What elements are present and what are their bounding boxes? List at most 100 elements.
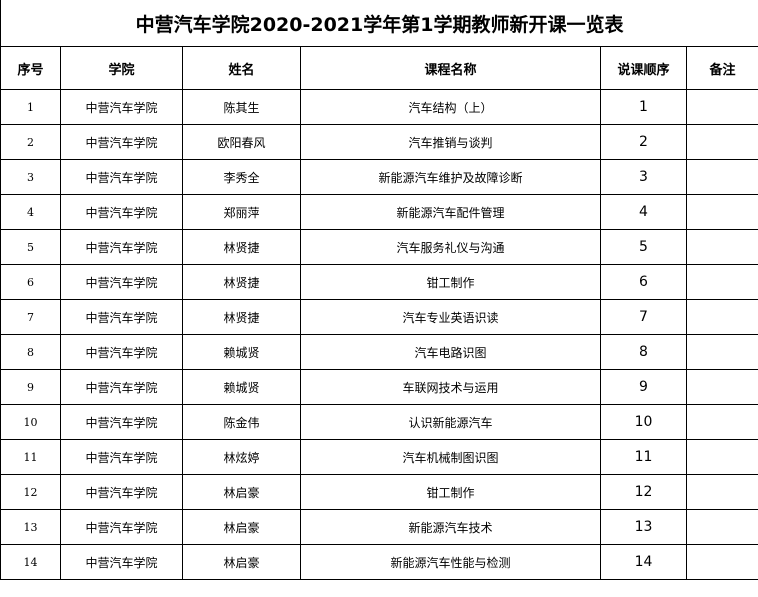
cell-course[interactable]: 汽车机械制图识图 [300, 439, 601, 475]
cell-no[interactable]: 10 [0, 404, 61, 440]
cell-course[interactable]: 新能源汽车性能与检测 [300, 544, 601, 580]
cell-order[interactable]: 7 [600, 299, 687, 335]
cell-name[interactable]: 林启豪 [182, 509, 301, 545]
cell-college[interactable]: 中营汽车学院 [60, 509, 183, 545]
cell-remark[interactable] [685, 439, 758, 475]
cell-name[interactable]: 欧阳春风 [182, 124, 301, 160]
cell-course[interactable]: 钳工制作 [300, 264, 601, 300]
cell-name[interactable]: 林贤捷 [182, 229, 301, 265]
cell-no[interactable]: 1 [0, 89, 61, 125]
cell-course[interactable]: 汽车专业英语识读 [300, 299, 601, 335]
cell-no[interactable]: 13 [0, 509, 61, 545]
cell-no[interactable]: 3 [0, 159, 61, 195]
cell-name[interactable]: 陈其生 [182, 89, 301, 125]
table-row: 9 中营汽车学院 赖城贤 车联网技术与运用 9 [0, 369, 758, 405]
course-table: 中营汽车学院2020-2021学年第1学期教师新开课一览表 序号 学院 姓名 课… [0, 0, 758, 580]
cell-name[interactable]: 林贤捷 [182, 299, 301, 335]
cell-college[interactable]: 中营汽车学院 [60, 229, 183, 265]
table-row: 13 中营汽车学院 林启豪 新能源汽车技术 13 [0, 509, 758, 545]
cell-college[interactable]: 中营汽车学院 [60, 159, 183, 195]
cell-remark[interactable] [685, 334, 758, 370]
cell-no[interactable]: 6 [0, 264, 61, 300]
cell-order[interactable]: 10 [600, 404, 687, 440]
cell-college[interactable]: 中营汽车学院 [60, 369, 183, 405]
cell-course[interactable]: 钳工制作 [300, 474, 601, 510]
cell-no[interactable]: 14 [0, 544, 61, 580]
cell-college[interactable]: 中营汽车学院 [60, 474, 183, 510]
cell-name[interactable]: 郑丽萍 [182, 194, 301, 230]
cell-no[interactable]: 12 [0, 474, 61, 510]
table-row: 7 中营汽车学院 林贤捷 汽车专业英语识读 7 [0, 299, 758, 335]
cell-name[interactable]: 林炫婷 [182, 439, 301, 475]
table-row: 5 中营汽车学院 林贤捷 汽车服务礼仪与沟通 5 [0, 229, 758, 265]
header-course: 课程名称 [300, 46, 601, 90]
table-row: 2 中营汽车学院 欧阳春风 汽车推销与谈判 2 [0, 124, 758, 160]
cell-order[interactable]: 5 [600, 229, 687, 265]
cell-remark[interactable] [685, 229, 758, 265]
cell-order[interactable]: 1 [600, 89, 687, 125]
cell-name[interactable]: 林启豪 [182, 544, 301, 580]
cell-name[interactable]: 陈金伟 [182, 404, 301, 440]
cell-order[interactable]: 14 [600, 544, 687, 580]
cell-remark[interactable] [685, 369, 758, 405]
cell-course[interactable]: 汽车结构（上） [300, 89, 601, 125]
cell-college[interactable]: 中营汽车学院 [60, 334, 183, 370]
cell-remark[interactable] [685, 124, 758, 160]
cell-course[interactable]: 认识新能源汽车 [300, 404, 601, 440]
cell-no[interactable]: 4 [0, 194, 61, 230]
cell-remark[interactable] [685, 194, 758, 230]
header-no: 序号 [0, 46, 61, 90]
cell-remark[interactable] [685, 544, 758, 580]
table-row: 6 中营汽车学院 林贤捷 钳工制作 6 [0, 264, 758, 300]
cell-order[interactable]: 12 [600, 474, 687, 510]
cell-remark[interactable] [685, 404, 758, 440]
cell-order[interactable]: 3 [600, 159, 687, 195]
cell-remark[interactable] [685, 89, 758, 125]
cell-remark[interactable] [685, 509, 758, 545]
cell-order[interactable]: 9 [600, 369, 687, 405]
cell-course[interactable]: 新能源汽车维护及故障诊断 [300, 159, 601, 195]
cell-order[interactable]: 6 [600, 264, 687, 300]
cell-remark[interactable] [685, 264, 758, 300]
cell-name[interactable]: 李秀全 [182, 159, 301, 195]
header-order: 说课顺序 [600, 46, 687, 90]
header-name: 姓名 [182, 46, 301, 90]
cell-order[interactable]: 11 [600, 439, 687, 475]
cell-course[interactable]: 汽车服务礼仪与沟通 [300, 229, 601, 265]
cell-college[interactable]: 中营汽车学院 [60, 404, 183, 440]
cell-no[interactable]: 11 [0, 439, 61, 475]
cell-college[interactable]: 中营汽车学院 [60, 439, 183, 475]
cell-college[interactable]: 中营汽车学院 [60, 124, 183, 160]
cell-college[interactable]: 中营汽车学院 [60, 544, 183, 580]
table-row: 1 中营汽车学院 陈其生 汽车结构（上） 1 [0, 89, 758, 125]
cell-name[interactable]: 林启豪 [182, 474, 301, 510]
cell-college[interactable]: 中营汽车学院 [60, 299, 183, 335]
cell-no[interactable]: 9 [0, 369, 61, 405]
cell-no[interactable]: 5 [0, 229, 61, 265]
cell-college[interactable]: 中营汽车学院 [60, 264, 183, 300]
cell-order[interactable]: 2 [600, 124, 687, 160]
cell-name[interactable]: 赖城贤 [182, 334, 301, 370]
cell-order[interactable]: 8 [600, 334, 687, 370]
cell-remark[interactable] [685, 159, 758, 195]
table-row: 8 中营汽车学院 赖城贤 汽车电路识图 8 [0, 334, 758, 370]
cell-name[interactable]: 赖城贤 [182, 369, 301, 405]
cell-name[interactable]: 林贤捷 [182, 264, 301, 300]
cell-course[interactable]: 汽车电路识图 [300, 334, 601, 370]
cell-order[interactable]: 4 [600, 194, 687, 230]
cell-remark[interactable] [685, 299, 758, 335]
header-remark: 备注 [685, 46, 758, 90]
cell-no[interactable]: 7 [0, 299, 61, 335]
header-college: 学院 [60, 46, 183, 90]
cell-course[interactable]: 车联网技术与运用 [300, 369, 601, 405]
cell-course[interactable]: 新能源汽车配件管理 [300, 194, 601, 230]
cell-course[interactable]: 汽车推销与谈判 [300, 124, 601, 160]
table-row: 14 中营汽车学院 林启豪 新能源汽车性能与检测 14 [0, 544, 758, 580]
cell-no[interactable]: 2 [0, 124, 61, 160]
cell-remark[interactable] [685, 474, 758, 510]
cell-order[interactable]: 13 [600, 509, 687, 545]
cell-no[interactable]: 8 [0, 334, 61, 370]
cell-college[interactable]: 中营汽车学院 [60, 194, 183, 230]
cell-college[interactable]: 中营汽车学院 [60, 89, 183, 125]
cell-course[interactable]: 新能源汽车技术 [300, 509, 601, 545]
